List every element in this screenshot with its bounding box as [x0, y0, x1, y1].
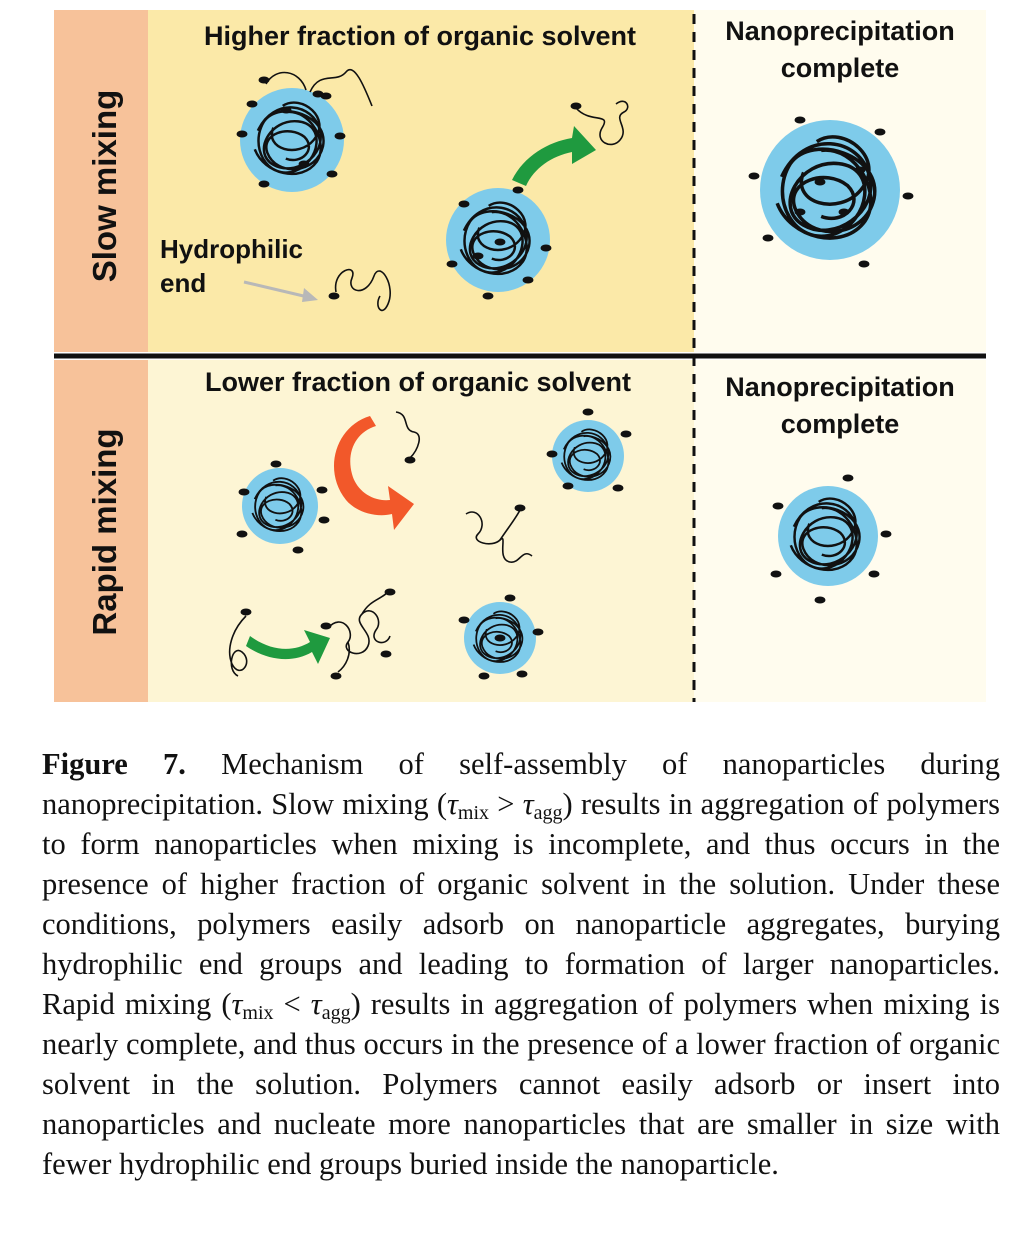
mechanism-figure: Slow mixing Rapid mixing Higher fraction…	[54, 10, 986, 702]
orange-arrow	[333, 416, 414, 530]
slow-mixing-panel	[148, 10, 694, 352]
figure-label: Figure 7.	[42, 747, 186, 781]
small-nanoparticle	[458, 594, 544, 680]
green-arrow	[512, 126, 596, 186]
green-arrow	[246, 630, 330, 664]
polymer-cluster	[320, 588, 396, 680]
lower-fraction-heading: Lower fraction of organic solvent	[205, 367, 631, 397]
free-polymer	[465, 504, 533, 563]
small-nanoparticle	[236, 460, 330, 554]
higher-fraction-heading: Higher fraction of organic solvent	[204, 21, 636, 51]
free-polymer	[228, 608, 252, 677]
free-polymer	[570, 100, 629, 146]
top-complete-heading-line1: Nanoprecipitation	[725, 16, 955, 46]
nanoparticle	[446, 186, 552, 300]
rapid-mixing-sidebar	[54, 360, 148, 702]
hydrophilic-end-polymer	[328, 268, 391, 312]
small-final-nanoparticle	[770, 474, 892, 604]
large-nanoparticle	[748, 116, 914, 268]
rapid-mixing-panel	[148, 360, 694, 702]
figure-caption: Figure 7. Mechanism of self-assembly of …	[42, 747, 1001, 1181]
bottom-complete-heading-line1: Nanoprecipitation	[725, 372, 955, 402]
top-complete-heading-line2: complete	[781, 53, 900, 83]
hydrophilic-label-line1: Hydrophilic	[160, 234, 303, 264]
slow-mixing-sidebar	[54, 10, 148, 352]
hydrophilic-pointer-arrow	[243, 280, 313, 300]
rapid-mixing-label: Rapid mixing	[86, 428, 123, 635]
slow-mixing-label: Slow mixing	[86, 90, 123, 283]
bottom-complete-heading-line2: complete	[781, 409, 900, 439]
nanoparticle	[236, 88, 346, 192]
small-nanoparticle	[546, 408, 632, 492]
hydrophilic-pointer-arrowhead	[302, 288, 318, 302]
hydrophilic-label-line2: end	[160, 268, 206, 298]
